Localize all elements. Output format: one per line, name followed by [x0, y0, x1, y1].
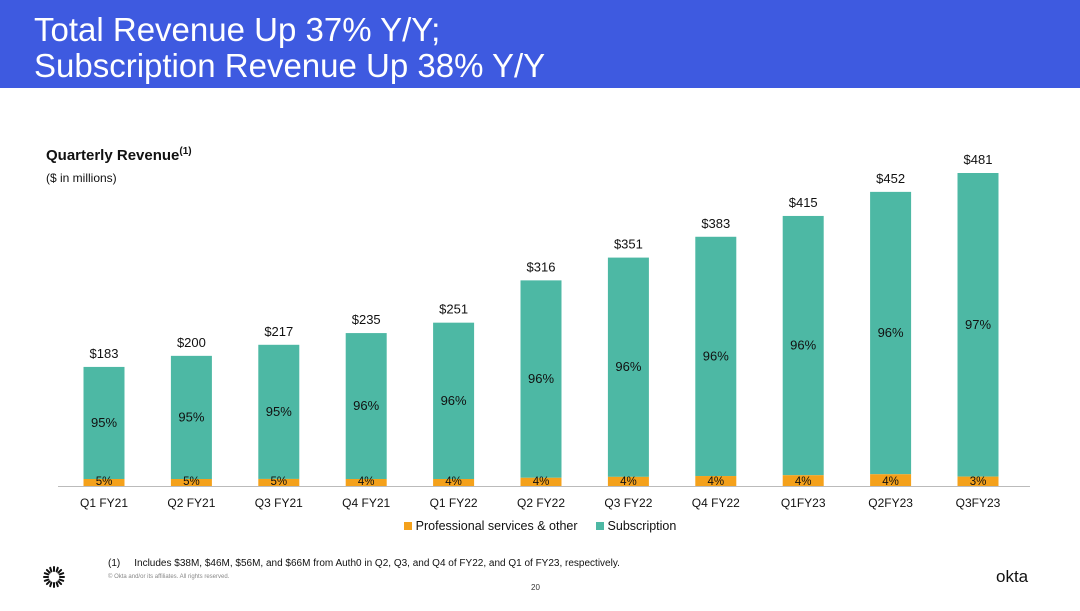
x-axis-tick-label: Q1 FY22 [430, 496, 478, 510]
bar-professional-services [258, 478, 300, 486]
bar-subscription-percent-label: 96% [703, 348, 729, 363]
bar-professional-services [695, 476, 737, 486]
bar-professional-services-percent-label: 5% [96, 476, 113, 488]
bar-professional-services [345, 479, 387, 486]
x-axis-tick-label: Q3 FY22 [604, 496, 652, 510]
legend-swatch-professional-services [403, 522, 412, 530]
bar-subscription [957, 173, 999, 477]
bar-subscription-percent-label: 95% [178, 409, 204, 424]
bar-professional-services-percent-label: 4% [795, 476, 812, 488]
bar-professional-services [170, 479, 212, 486]
bar-total-label: $481 [964, 152, 993, 167]
footnote-text: Includes $38M, $46M, $56M, and $66M from… [134, 558, 620, 569]
bar-professional-services-percent-label: 4% [882, 476, 899, 488]
okta-logo: okta [996, 567, 1029, 586]
slide-title-line2: Subscription Revenue Up 38% Y/Y [34, 47, 546, 84]
bar-subscription-percent-label: 95% [91, 415, 117, 430]
bar-professional-services-percent-label: 5% [270, 476, 287, 488]
bar-subscription-percent-label: 95% [266, 404, 292, 419]
bar-professional-services [957, 476, 999, 486]
bar-total-label: $183 [90, 346, 119, 361]
footnote: (1) Includes $38M, $46M, $56M, and $66M f… [108, 558, 620, 569]
bar-total-label: $235 [352, 312, 381, 327]
title-banner: Total Revenue Up 37% Y/Y; Subscription R… [0, 0, 1080, 88]
legend-label-professional-services: Professional services & other [415, 519, 578, 533]
bar-subscription [433, 322, 475, 479]
bar-total-label: $383 [701, 216, 730, 231]
bar-total-label: $251 [439, 302, 468, 317]
chart-title-footnote-mark: (1) [179, 146, 192, 157]
bar-subscription [695, 236, 737, 477]
bar-total-label: $316 [527, 259, 556, 274]
legend-label-subscription: Subscription [607, 519, 677, 533]
x-axis-tick-label: Q1FY23 [781, 496, 826, 510]
x-axis-tick-label: Q2 FY21 [167, 496, 215, 510]
legend-item-subscription: Subscription [595, 519, 677, 533]
legend-swatch-subscription [595, 522, 604, 530]
bar-professional-services-percent-label: 4% [620, 476, 637, 488]
x-axis-tick-label: Q4 FY21 [342, 496, 390, 510]
bar-professional-services [83, 479, 125, 486]
bar-subscription [870, 191, 912, 475]
slide-title-line1: Total Revenue Up 37% Y/Y; [34, 11, 441, 48]
x-axis-tick-label: Q3FY23 [956, 496, 1001, 510]
slide-title: Total Revenue Up 37% Y/Y; Subscription R… [34, 12, 545, 84]
legend-item-professional-services: Professional services & other [403, 519, 578, 533]
bar-professional-services-percent-label: 3% [970, 476, 987, 488]
bar-subscription [345, 333, 387, 479]
bar-professional-services-percent-label: 5% [183, 476, 200, 488]
bar-professional-services [607, 476, 649, 486]
bar-subscription-percent-label: 96% [878, 325, 904, 340]
bar-professional-services-percent-label: 4% [707, 476, 724, 488]
bar-subscription [258, 344, 300, 479]
bar-professional-services-percent-label: 4% [445, 476, 462, 488]
bar-subscription [782, 215, 824, 476]
chart-legend: Professional services & other Subscripti… [0, 519, 1080, 533]
bar-professional-services-percent-label: 4% [533, 476, 550, 488]
bar-subscription-percent-label: 96% [615, 359, 641, 374]
x-axis-tick-label: Q2FY23 [868, 496, 913, 510]
bar-total-label: $217 [264, 324, 293, 339]
bar-total-label: $415 [789, 195, 818, 210]
bar-professional-services [870, 474, 912, 486]
bar-subscription-percent-label: 96% [441, 393, 467, 408]
chart-subtitle: ($ in millions) [46, 171, 117, 185]
bar-subscription [607, 257, 649, 477]
page-number: 20 [531, 583, 540, 592]
bar-professional-services [433, 479, 475, 486]
x-axis-tick-label: Q3 FY21 [255, 496, 303, 510]
bar-professional-services-percent-label: 4% [358, 476, 375, 488]
copyright: © Okta and/or its affiliates. All rights… [108, 574, 230, 580]
chart-title-text: Quarterly Revenue [46, 147, 180, 164]
bar-professional-services [782, 475, 824, 486]
chart-title: Quarterly Revenue(1) [46, 146, 192, 164]
x-axis-tick-label: Q4 FY22 [692, 496, 740, 510]
footnote-number: (1) [108, 558, 121, 569]
bar-subscription-percent-label: 96% [790, 338, 816, 353]
x-axis-tick-label: Q1 FY21 [80, 496, 128, 510]
bar-subscription [520, 280, 562, 478]
bar-professional-services [520, 477, 562, 486]
bar-subscription-percent-label: 96% [528, 371, 554, 386]
x-axis-tick-label: Q2 FY22 [517, 496, 565, 510]
bar-total-label: $351 [614, 237, 643, 252]
bar-total-label: $452 [876, 171, 905, 186]
okta-sunburst-icon [43, 566, 65, 588]
bar-subscription [83, 366, 125, 479]
bar-total-label: $200 [177, 335, 206, 350]
bar-subscription-percent-label: 96% [353, 398, 379, 413]
bar-subscription [170, 355, 212, 479]
bar-subscription-percent-label: 97% [965, 317, 991, 332]
